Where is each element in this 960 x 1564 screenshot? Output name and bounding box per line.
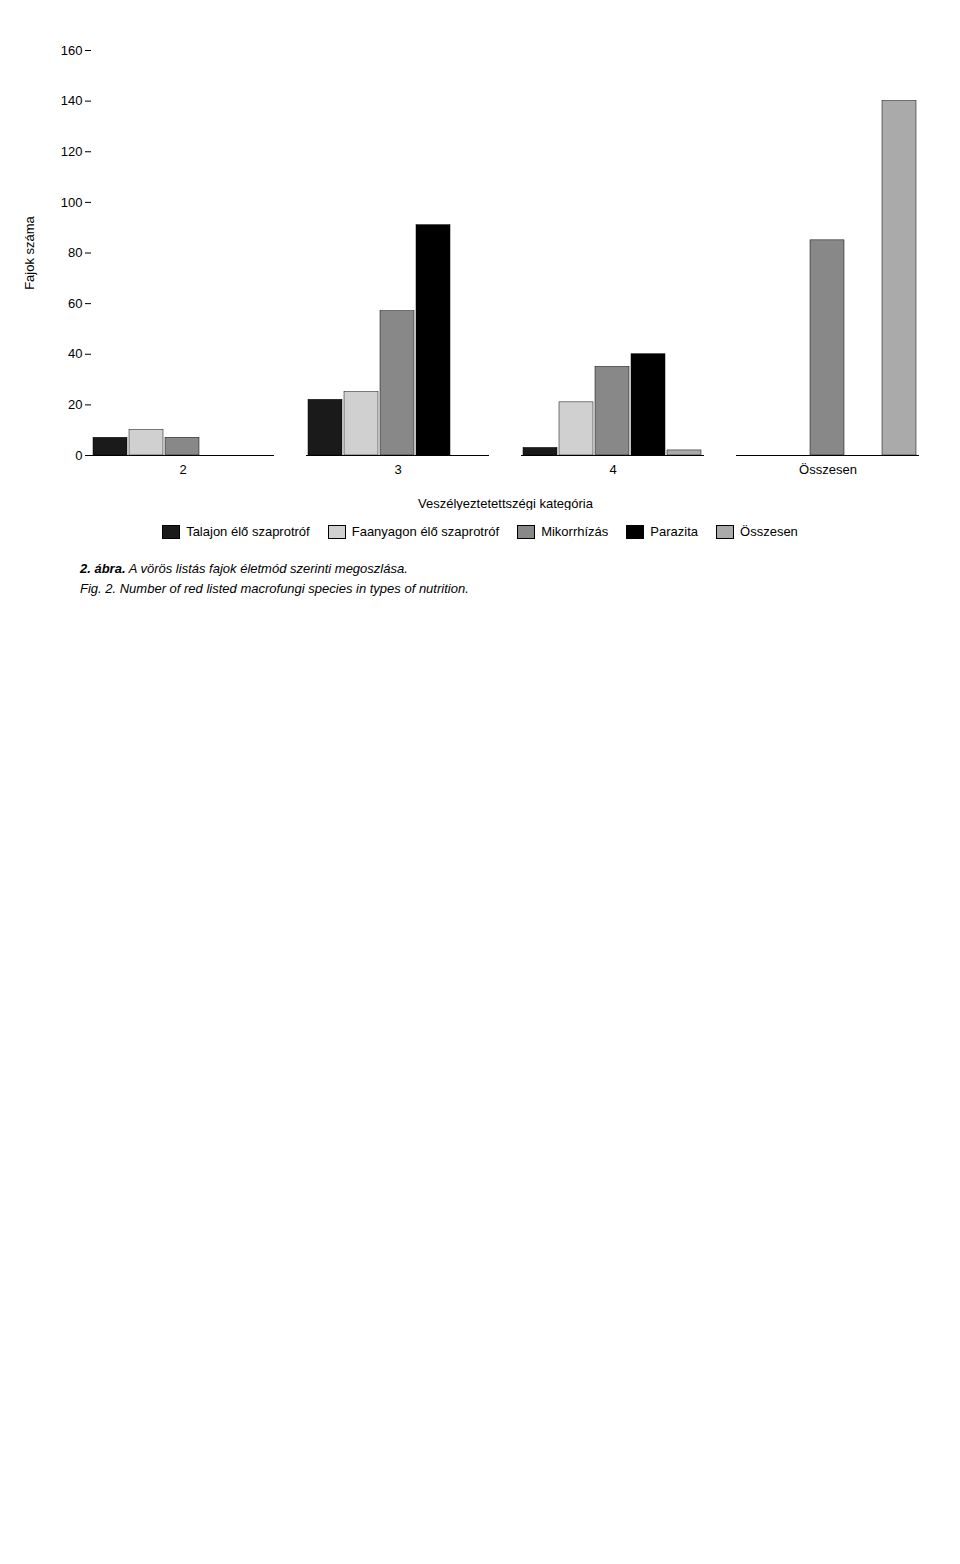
svg-text:Veszélyeztetettszégi kategória: Veszélyeztetettszégi kategória: [418, 496, 594, 511]
html-text:Összesen: Összesen: [740, 524, 798, 539]
svg-text:4: 4: [609, 462, 616, 477]
html-text:Faanyagon élő szaprotróf: Faanyagon élő szaprotróf: [351, 524, 500, 539]
svg-text:20: 20: [68, 397, 82, 412]
svg-text:100: 100: [61, 195, 83, 210]
html-text:Talajon élő szaprotróf: Talajon élő szaprotróf: [186, 524, 310, 539]
html-text:2. ábra. A vörös listás fajok: 2. ábra. A vörös listás fajok életmód sz…: [80, 561, 408, 576]
svg-text:Összesen: Összesen: [799, 462, 857, 477]
html-text:Mikorrhízás: Mikorrhízás: [541, 524, 609, 539]
svg-text:Fajok száma: Fajok száma: [22, 215, 37, 289]
svg-text:120: 120: [61, 144, 83, 159]
svg-text:60: 60: [68, 296, 82, 311]
svg-text:140: 140: [61, 93, 83, 108]
svg-text:80: 80: [68, 245, 82, 260]
svg-text:2: 2: [179, 462, 186, 477]
html-text:Parazita: Parazita: [650, 524, 698, 539]
svg-text:160: 160: [61, 43, 83, 58]
svg-text:3: 3: [394, 462, 401, 477]
svg-text:40: 40: [68, 346, 82, 361]
svg-text:0: 0: [75, 448, 82, 463]
html-text:Fig. 2. Number of red listed m: Fig. 2. Number of red listed macrofungi …: [80, 580, 469, 596]
